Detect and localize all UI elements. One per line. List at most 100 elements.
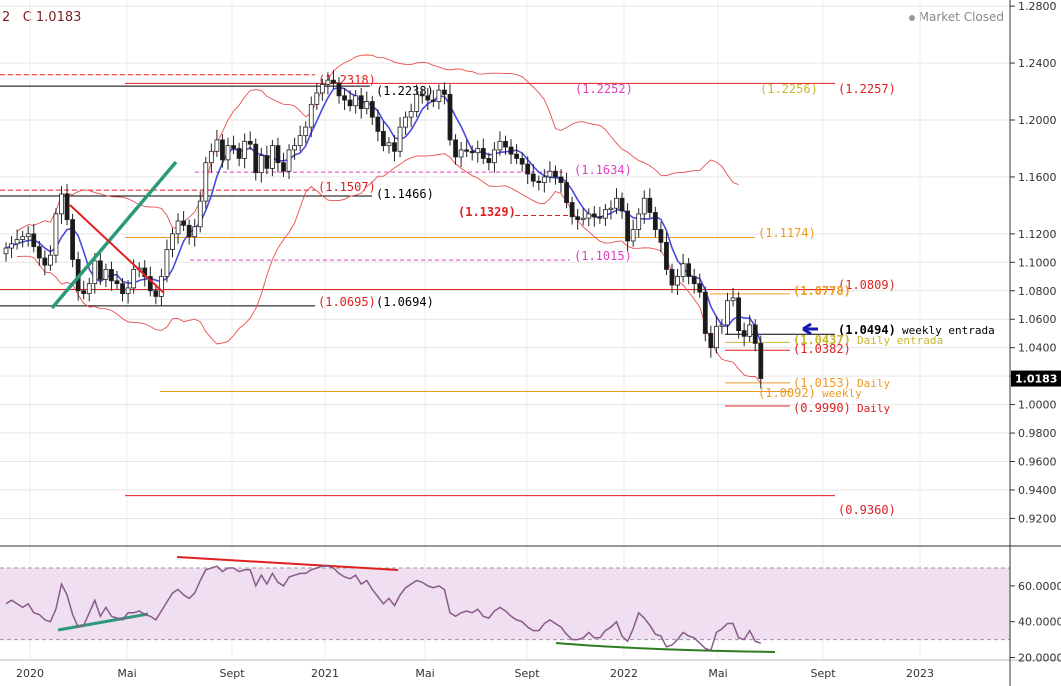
price-tick-label: 1.0800 (1018, 285, 1057, 298)
level-note: weekly entrada (902, 324, 995, 337)
candle-body (675, 276, 680, 286)
candle-body (325, 79, 331, 85)
candle-body (192, 226, 198, 238)
candle-body (658, 229, 664, 243)
candle-body (314, 92, 320, 105)
time-tick-label: 2021 (311, 667, 339, 680)
candle-body (503, 140, 508, 148)
candle-body (364, 101, 370, 110)
price-tick-label: 1.0600 (1018, 313, 1057, 326)
candle-body (36, 246, 42, 259)
time-tick-label: 2022 (610, 667, 638, 680)
level-label: (1.2238) (376, 84, 434, 98)
candle-body (464, 149, 470, 152)
candle-body (591, 213, 597, 218)
level-note: Daily (857, 377, 890, 390)
candle-body (747, 324, 753, 337)
rsi-band-fill (0, 568, 1010, 640)
candle-body (664, 241, 669, 270)
candle-body (92, 260, 98, 285)
candle-body (31, 233, 37, 248)
rsi-panel (5, 565, 762, 652)
candle-body (153, 290, 159, 297)
candle-body (220, 139, 225, 161)
level-label: (1.2257) (838, 82, 896, 96)
candle-body (392, 142, 397, 152)
time-tick-label: Mai (708, 667, 727, 680)
level-note: weekly (822, 387, 862, 400)
market-status-label: Market Closed (918, 10, 1004, 24)
candle-body (736, 297, 741, 332)
price-tick-label: 0.9800 (1018, 427, 1057, 440)
candle-body (175, 220, 181, 235)
level-label: (1.0153) (793, 376, 851, 390)
time-tick-label: Sept (219, 667, 245, 680)
candle-body (397, 126, 403, 152)
candle-body (475, 148, 481, 154)
candle-body (336, 82, 342, 97)
level-note: Daily entrada (857, 334, 943, 347)
candle-body (436, 89, 442, 102)
red-trendline (69, 204, 165, 294)
candle-body (331, 79, 336, 84)
price-tick-label: 1.1200 (1018, 228, 1057, 241)
candle-body (575, 216, 581, 221)
time-tick-label: Mai (415, 667, 434, 680)
last-price-tag (1011, 370, 1061, 387)
entry-arrow-icon (802, 322, 818, 336)
candle-body (269, 145, 275, 169)
candle-body (553, 170, 558, 178)
grid (0, 0, 1010, 660)
rsi-red-divergence-line (176, 556, 399, 571)
candle-body (630, 229, 636, 242)
candle-body (86, 283, 92, 295)
level-label: (1.1466) (376, 187, 434, 201)
candle-body (253, 143, 259, 174)
candle-body (358, 95, 364, 110)
candle-body (275, 145, 281, 164)
candle-body (491, 149, 497, 164)
candle-body (375, 116, 381, 132)
candle-body (70, 219, 75, 260)
candle-body (197, 200, 203, 228)
rsi-line (5, 565, 762, 652)
candle-body (81, 290, 87, 295)
candle-body (147, 276, 153, 292)
level-label: (1.1634) (574, 163, 632, 177)
candle-body (347, 99, 353, 107)
price-tick-label: 0.9400 (1018, 484, 1057, 497)
candle-body (64, 193, 70, 221)
market-status: Market Closed (908, 10, 1004, 24)
price-tick-label: 1.0400 (1018, 342, 1057, 355)
candle-body (625, 210, 630, 242)
candle-body (181, 220, 187, 226)
price-tick-label: 1.2800 (1018, 0, 1057, 13)
candle-body (42, 257, 48, 266)
level-label: (1.2252) (575, 82, 633, 96)
rsi-support-curve (555, 642, 776, 653)
rsi-tick-label: 20.0000 (1018, 652, 1061, 665)
level-label: (1.0809) (838, 278, 896, 292)
candle-body (619, 197, 625, 212)
candle-body (53, 213, 59, 256)
level-note: Daily (857, 402, 890, 415)
level-label: (1.1329) (458, 205, 516, 219)
candle-body (109, 269, 114, 282)
candle-body (702, 291, 708, 334)
candle-body (97, 260, 103, 280)
candle-body (203, 162, 209, 202)
level-label: (1.2318) (318, 73, 376, 87)
price-tick-label: 1.2000 (1018, 114, 1057, 127)
candle-body (442, 89, 447, 95)
time-tick-label: Mai (117, 667, 136, 680)
time-tick-label: 2023 (906, 667, 934, 680)
candle-body (691, 276, 697, 285)
candle-body (281, 162, 286, 172)
candle-body (297, 135, 303, 147)
candle-body (380, 130, 386, 147)
candle-body (319, 84, 325, 94)
candle-body (247, 140, 253, 145)
level-label: (1.0494) (838, 323, 896, 337)
level-label: (1.1507) (318, 180, 376, 194)
